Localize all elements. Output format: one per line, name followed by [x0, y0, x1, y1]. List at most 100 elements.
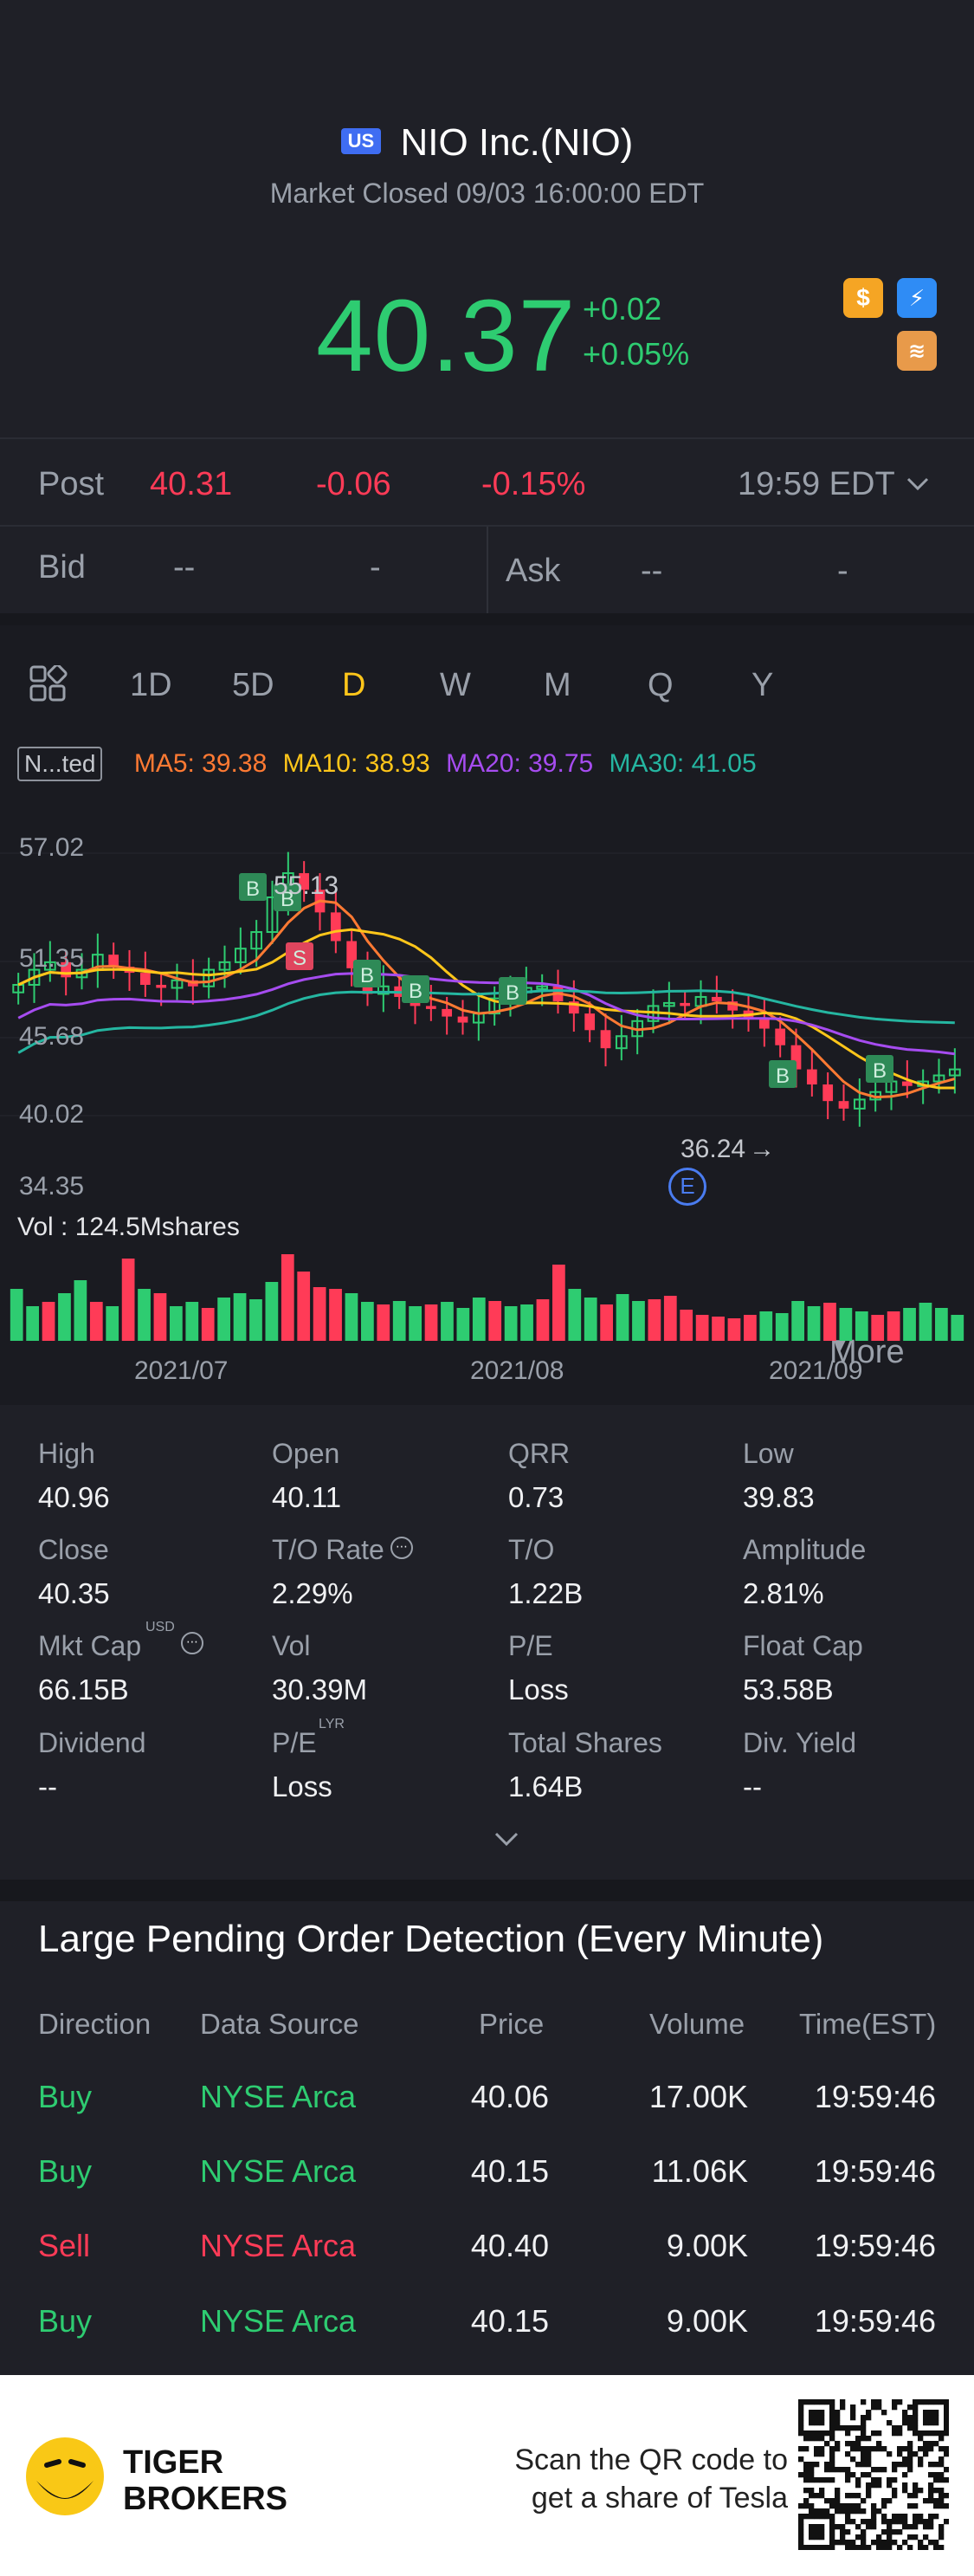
volume-bar — [712, 1317, 725, 1341]
info-icon[interactable]: ⋯ — [390, 1537, 413, 1559]
qr-module — [850, 2545, 856, 2550]
qr-module — [855, 2493, 861, 2499]
qr-module — [907, 2545, 913, 2550]
info-icon[interactable]: ⋯ — [181, 1632, 203, 1654]
qr-module — [829, 2519, 835, 2525]
qr-module — [809, 2503, 815, 2509]
qr-code[interactable] — [798, 2399, 949, 2550]
flash-icon[interactable]: ⚡ — [897, 278, 937, 318]
qr-module — [866, 2436, 872, 2442]
qr-module — [845, 2540, 851, 2546]
qr-module — [819, 2477, 825, 2483]
qr-module — [809, 2467, 815, 2473]
qr-module — [944, 2519, 949, 2525]
qr-module — [803, 2430, 810, 2437]
layers-icon[interactable]: ≋ — [897, 331, 937, 371]
order-direction: Buy — [38, 2303, 93, 2339]
qr-module — [824, 2545, 830, 2550]
qr-module — [824, 2399, 830, 2405]
qr-module — [928, 2441, 934, 2447]
qr-module — [803, 2467, 810, 2473]
qr-module — [829, 2420, 835, 2426]
order-time: 19:59:46 — [814, 2303, 936, 2339]
volume-bar — [871, 1315, 885, 1341]
qr-module — [861, 2472, 867, 2478]
qr-module — [944, 2503, 949, 2509]
qr-module — [829, 2477, 835, 2483]
qr-module — [923, 2430, 929, 2437]
qr-module — [902, 2456, 908, 2463]
dollar-icon[interactable]: $ — [843, 278, 883, 318]
event-marker[interactable]: E — [668, 1168, 706, 1206]
qr-module — [907, 2462, 913, 2468]
qr-module — [923, 2441, 929, 2447]
qr-module — [897, 2446, 903, 2452]
qr-module — [933, 2462, 939, 2468]
candle-body — [28, 968, 41, 987]
svg-text:B: B — [409, 980, 422, 1003]
qr-module — [803, 2514, 810, 2520]
candle-body — [838, 1101, 849, 1109]
qr-module — [840, 2524, 846, 2530]
qr-module — [913, 2524, 919, 2530]
qr-module — [803, 2462, 810, 2468]
qr-module — [809, 2488, 815, 2494]
grid-icon[interactable] — [29, 665, 68, 703]
qr-module — [814, 2534, 820, 2540]
post-time[interactable]: 19:59 EDT — [738, 466, 895, 502]
qr-module — [902, 2482, 908, 2489]
qr-module — [845, 2503, 851, 2509]
qr-module — [845, 2430, 851, 2437]
qr-module — [933, 2420, 939, 2426]
qr-module — [819, 2430, 825, 2437]
bid-size: - — [370, 549, 381, 586]
qr-module — [913, 2415, 919, 2421]
qr-module — [861, 2519, 867, 2525]
volume-bar — [919, 1303, 932, 1341]
qr-module — [923, 2415, 929, 2421]
ask-label: Ask — [506, 553, 561, 589]
qr-module — [892, 2493, 898, 2499]
stat-label: Vol — [272, 1630, 311, 1661]
indicator-tag[interactable]: N...ted — [17, 747, 103, 781]
qr-module — [829, 2524, 835, 2530]
qr-module — [866, 2410, 872, 2416]
tab-m[interactable]: M — [544, 667, 571, 703]
order-volume: 11.06K — [651, 2153, 748, 2189]
buy-marker: B — [274, 883, 301, 911]
volume-bar — [727, 1318, 741, 1341]
qr-module — [803, 2488, 810, 2494]
chevron-down-icon[interactable] — [906, 476, 930, 492]
tab-y[interactable]: Y — [751, 667, 774, 703]
qr-module — [887, 2451, 893, 2457]
qr-module — [845, 2425, 851, 2431]
volume-bar — [106, 1306, 119, 1341]
tab-w[interactable]: W — [440, 667, 471, 703]
col-volume: Volume — [649, 2008, 745, 2040]
qr-module — [798, 2524, 804, 2530]
qr-module — [861, 2534, 867, 2540]
volume-bar — [855, 1311, 868, 1341]
qr-module — [855, 2534, 861, 2540]
stock-title: US NIO Inc.(NIO) — [0, 121, 974, 165]
qr-module — [861, 2529, 867, 2535]
qr-module — [814, 2477, 820, 2483]
qr-module — [835, 2425, 841, 2431]
expand-chevron-icon[interactable] — [493, 1831, 519, 1848]
volume-bar — [744, 1315, 757, 1341]
tab-1d[interactable]: 1D — [130, 667, 172, 703]
order-volume: 17.00K — [648, 2079, 748, 2114]
qr-module — [798, 2503, 804, 2509]
tab-q[interactable]: Q — [648, 667, 674, 703]
col-direction: Direction — [38, 2008, 152, 2040]
tab-5d[interactable]: 5D — [232, 667, 274, 703]
post-change-pct: -0.15% — [481, 466, 586, 502]
qr-module — [866, 2493, 872, 2499]
qr-module — [855, 2436, 861, 2442]
candle-body — [615, 1035, 628, 1050]
tab-d[interactable]: D — [342, 667, 366, 703]
qr-module — [798, 2399, 804, 2405]
ma30-line — [17, 988, 955, 1054]
qr-module — [803, 2472, 810, 2478]
